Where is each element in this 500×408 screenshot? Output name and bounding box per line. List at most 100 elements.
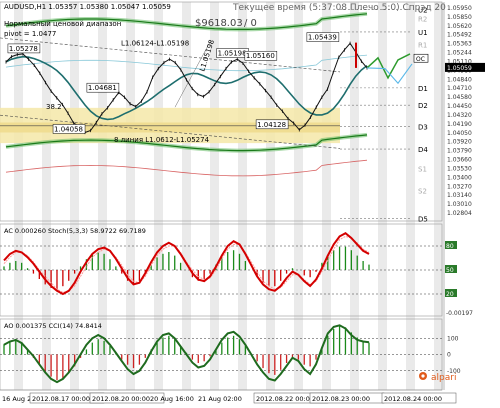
price-axis-tick: 1.04320 — [447, 112, 472, 119]
session-bar — [42, 2, 51, 390]
cci-axis-label: 100 — [447, 335, 459, 342]
forecast-path — [366, 53, 411, 80]
price-axis-tick: 1.05244 — [447, 50, 472, 57]
support-zone-core — [0, 122, 340, 133]
price-label: 1.05439 — [308, 34, 337, 42]
session-bar — [126, 2, 135, 390]
session-bar — [266, 2, 275, 390]
price-axis-tick: 1.04580 — [447, 94, 472, 101]
price-label-box — [52, 124, 86, 134]
time-axis-label: 2012.08.20 00:00 — [92, 395, 150, 403]
cci-panel: AO 0.001375 CCI(14) 74.8414 100 0 -100 — [0, 322, 461, 384]
cci-axis-label: 0 — [447, 352, 451, 359]
price-axis-tick: 1.05492 — [447, 32, 472, 39]
price-axis-tick: 1.03790 — [447, 148, 472, 155]
pivot-label-d2: D2 — [418, 102, 428, 110]
time-axis-label: 16 Aug 2012 — [2, 395, 44, 403]
session-bar — [70, 2, 79, 390]
price-label: 1.04128 — [257, 121, 286, 129]
session-bar — [14, 2, 23, 390]
faint-label-s2: S2 — [418, 187, 427, 195]
stochastic-panel: AC 0.000260 Stoch(5,3,3) 58.9722 69.7189… — [0, 227, 485, 317]
forecast-alt-path — [366, 63, 413, 85]
diagonal-line — [174, 41, 211, 108]
time-label-box — [89, 392, 165, 404]
price-axis-tick: 1.03270 — [447, 183, 472, 190]
oc-label: OC — [416, 56, 425, 63]
stoch-axis-label: -0.00197 — [446, 310, 473, 317]
price-label-box — [244, 50, 278, 61]
time-axis-label: 21 Aug 02:00 — [198, 395, 242, 403]
lower-envelope — [5, 134, 368, 152]
brand-name: alpari — [431, 373, 456, 383]
current-price-badge — [445, 62, 485, 72]
oc-box — [413, 53, 429, 63]
price-label: 1.05160 — [246, 52, 275, 60]
price-label: 1.04058 — [54, 125, 83, 133]
price-axis-tick: 1.04190 — [447, 121, 472, 128]
cci-line — [3, 324, 370, 384]
envelope-bands — [5, 11, 368, 177]
stoch-axis-badge — [445, 241, 457, 249]
pivot-note: pivot = 1.0477 — [4, 30, 56, 38]
price-label-box — [306, 32, 340, 42]
price-axis-tick: 1.05950 — [447, 5, 472, 12]
fib-label: 38.2 — [46, 103, 62, 111]
session-bar — [294, 2, 303, 390]
time-axis-label: 20 Aug 16:00 — [150, 395, 194, 403]
price-axis-tick: 1.05363 — [447, 41, 472, 48]
stoch-axis-label: 80 — [446, 243, 454, 250]
price-axis-tick: 1.04710 — [447, 85, 472, 92]
stoch-main-line — [3, 231, 370, 296]
price-axis-tick: 1.03660 — [447, 157, 472, 164]
time-info: Текущее время (5:37:08 Плечо 5:0) Спрэд … — [232, 3, 446, 13]
channel-upper-line — [0, 37, 341, 73]
price-axis-tick: 1.03010 — [447, 201, 472, 208]
stoch-axis-badge — [445, 308, 485, 316]
price-label-box — [255, 119, 289, 130]
symbol-info: AUDUSD,H1 1.05357 1.05380 1.05047 1.0505… — [4, 3, 171, 11]
price-labels: 1.05278 38.2 1.04058 1.04681 1.05198 1.05160 1… — [7, 32, 429, 134]
session-bar — [182, 2, 191, 390]
pivot-label-d3: D3 — [418, 123, 428, 131]
price-axis: 1.05950 1.05850 1.05620 1.05492 1.05363 1.052… — [443, 2, 485, 390]
session-bar — [154, 2, 163, 390]
price-axis-tick: 1.05620 — [447, 23, 472, 30]
price-axis-tick: 1.04450 — [447, 103, 472, 110]
stoch-axis-label: 20 — [446, 291, 454, 298]
upper-envelope — [5, 13, 368, 30]
price-axis-tick: 1.03400 — [447, 174, 472, 181]
price-panel-frame — [0, 1, 443, 222]
price-label-box — [7, 43, 41, 54]
price-series — [5, 41, 413, 135]
pivot-label-d4: D4 — [418, 146, 428, 154]
balance-separator: / 0 — [244, 18, 257, 29]
faint-label-r1: R1 — [418, 42, 427, 50]
pivot-label-u1: U1 — [418, 29, 428, 37]
pivot-levels: U2 U1 D1 D2 D3 D4 D5 R2 R1 S1 S2 — [340, 6, 428, 223]
session-bar — [238, 2, 247, 390]
time-axis-label: 2012.08.23 00:00 — [312, 395, 370, 403]
pivot-label-d1: D1 — [418, 85, 428, 93]
price-axis-tick: 1.03530 — [447, 165, 472, 172]
price-label: 1.05198 — [218, 50, 247, 58]
session-bar — [350, 2, 359, 390]
session-bar — [378, 2, 387, 390]
session-bar — [210, 2, 219, 390]
price-axis-tick: 1.04840 — [447, 76, 472, 83]
stoch-axis-badge — [445, 265, 457, 273]
price-label: 1.05278 — [9, 45, 38, 53]
price-axis-tick: 1.05850 — [447, 14, 472, 21]
alpari-logo: alpari — [419, 372, 456, 383]
price-axis-tick: 1.02804 — [447, 210, 472, 217]
price-axis-tick: 1.05110 — [447, 58, 472, 65]
session-bar — [406, 2, 415, 390]
price-axis-tick: 1.03140 — [447, 192, 472, 199]
pivot-label-u2: U2 — [418, 6, 428, 14]
cci-label: AO 0.001375 CCI(14) 74.8414 — [4, 322, 102, 330]
lower-red-band — [5, 159, 368, 177]
time-axis-label: 2012.08.24 00:00 — [384, 395, 442, 403]
stoch-axis-label: 50 — [446, 267, 454, 274]
price-axis-tick: 1.04050 — [447, 130, 472, 137]
